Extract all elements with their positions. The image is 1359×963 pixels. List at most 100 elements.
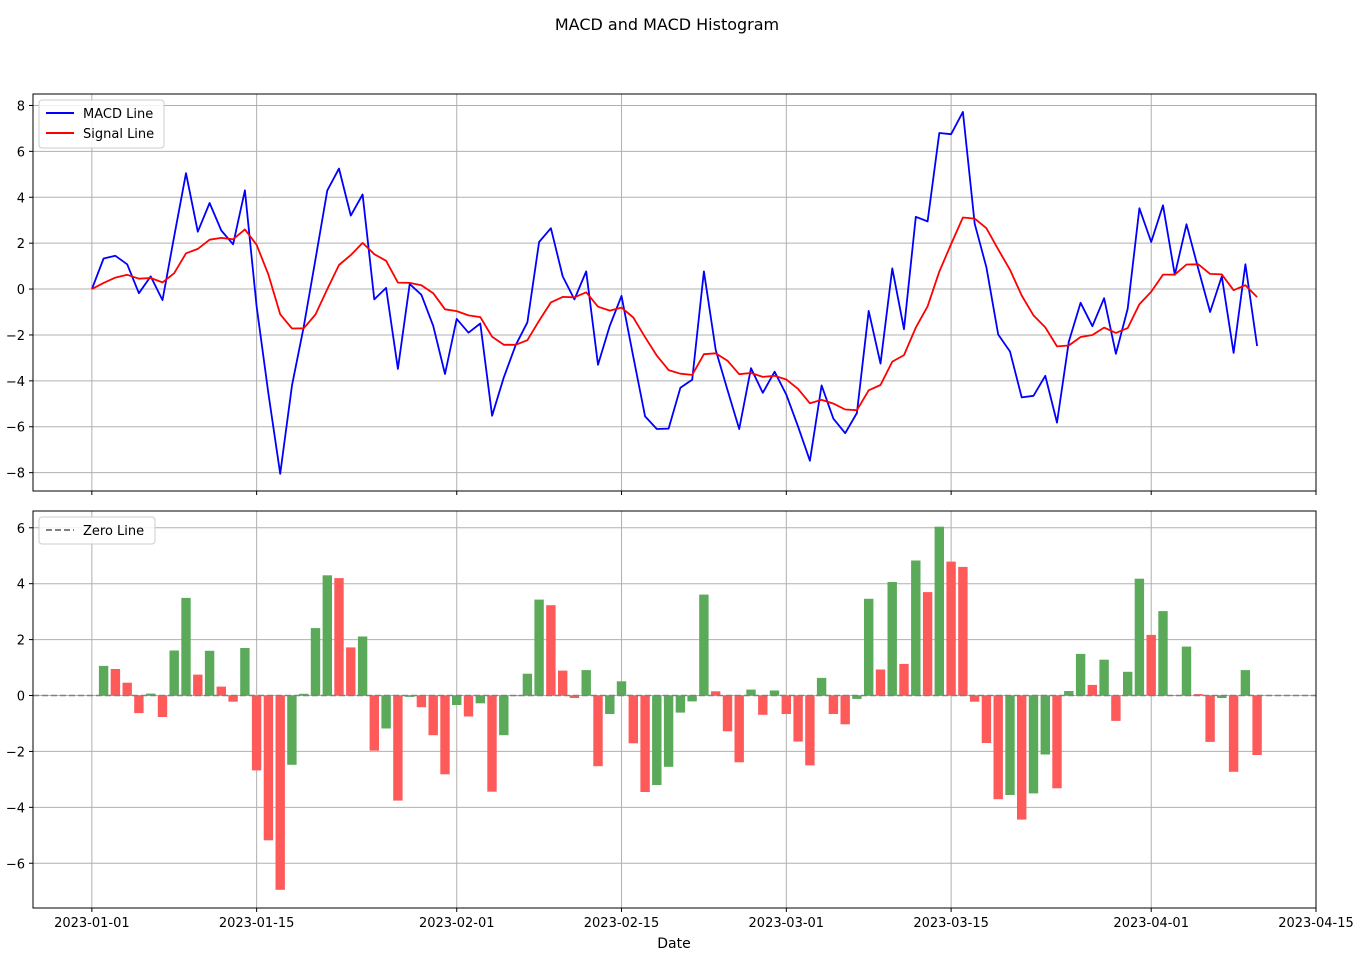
histogram-bar <box>1240 670 1251 696</box>
histogram-ticks: −6 −4 −2 0 2 4 6 2023-01-01 2023-01-15 2023-02-01… <box>6 522 1354 931</box>
y-tick-label: 8 <box>17 99 25 114</box>
signal-line-series <box>91 216 1258 412</box>
y-tick-label: −6 <box>6 421 25 436</box>
y-tick-label: 0 <box>17 283 25 298</box>
histogram-bar <box>1052 695 1062 789</box>
histogram-bar <box>593 695 603 767</box>
y-tick-label: 6 <box>17 522 25 537</box>
x-tick-label: 2023-03-15 <box>913 916 989 931</box>
histogram-bar <box>369 695 379 751</box>
histogram-bar <box>393 695 403 801</box>
histogram-bar <box>1228 695 1239 772</box>
histogram-bar <box>1040 695 1050 755</box>
histogram-bar <box>1005 695 1015 795</box>
y-tick-label: 0 <box>17 690 25 705</box>
histogram-bar <box>605 695 615 714</box>
histogram-bar <box>428 695 438 736</box>
histogram-bar <box>216 686 226 696</box>
histogram-bar <box>522 673 533 696</box>
histogram-bar <box>169 650 179 696</box>
histogram-bar <box>534 599 544 696</box>
histogram-bar <box>416 695 427 708</box>
histogram-bar <box>969 695 980 702</box>
histogram-bar <box>193 674 203 696</box>
histogram-legend: Zero Line <box>38 516 156 545</box>
y-tick-label: −4 <box>6 375 25 390</box>
histogram-bar <box>675 695 686 713</box>
histogram-bar <box>1205 695 1215 742</box>
macd-grid <box>33 94 1317 491</box>
x-tick-label: 2023-01-01 <box>54 916 130 931</box>
histogram-bar <box>299 693 309 696</box>
histogram-bar <box>934 526 944 696</box>
histogram-bar <box>1075 653 1086 696</box>
y-tick-label: 4 <box>17 578 25 593</box>
histogram-bar <box>322 575 332 696</box>
x-tick-label: 2023-02-01 <box>419 916 495 931</box>
histogram-bar <box>1017 695 1027 820</box>
histogram-plot-area <box>98 526 1262 890</box>
histogram-bar <box>134 695 144 714</box>
y-tick-label: 6 <box>17 145 25 160</box>
histogram-bar <box>334 578 344 696</box>
y-tick-label: −4 <box>6 801 25 816</box>
y-tick-label: 4 <box>17 191 25 206</box>
histogram-bar <box>204 650 215 696</box>
histogram-bar <box>922 592 933 696</box>
histogram-bar <box>381 695 391 729</box>
y-tick-label: 2 <box>17 634 25 649</box>
histogram-bar <box>475 695 485 704</box>
histogram-bar <box>758 695 768 715</box>
chart-title: MACD and MACD Histogram <box>555 15 779 34</box>
macd-axes-frame <box>32 93 1317 492</box>
histogram-bar <box>1158 611 1168 696</box>
histogram-bar <box>275 695 285 890</box>
histogram-bar <box>981 695 992 743</box>
histogram-bar <box>240 648 250 696</box>
histogram-bar <box>1134 578 1145 696</box>
histogram-bar <box>628 695 638 744</box>
x-tick-label: 2023-04-15 <box>1278 916 1354 931</box>
macd-line-series <box>91 111 1258 475</box>
legend-label: Zero Line <box>83 524 144 539</box>
histogram-bar <box>640 695 650 792</box>
y-tick-label: −8 <box>6 467 25 482</box>
histogram-bar <box>946 561 956 696</box>
histogram-bar <box>899 663 909 696</box>
histogram-bar <box>405 695 415 697</box>
histogram-bar <box>181 597 191 696</box>
y-tick-label: −2 <box>6 745 25 760</box>
histogram-bar <box>699 594 709 696</box>
histogram-bar <box>840 695 850 725</box>
histogram-bar <box>722 695 733 732</box>
histogram-bar <box>110 669 121 696</box>
histogram-bar <box>911 560 921 696</box>
histogram-bar <box>251 695 262 771</box>
histogram-bar <box>828 695 839 714</box>
histogram-bar <box>1064 691 1074 696</box>
histogram-bar <box>852 695 862 699</box>
x-tick-label: 2023-03-01 <box>749 916 825 931</box>
histogram-bar <box>887 582 897 696</box>
y-tick-label: −6 <box>6 857 25 872</box>
histogram-axes: −6 −4 −2 0 2 4 6 2023-01-01 2023-01-15 2023-02-01… <box>6 510 1354 931</box>
histogram-bar <box>98 665 109 696</box>
histogram-bar <box>463 695 474 717</box>
legend-box <box>38 516 156 545</box>
legend-label: MACD Line <box>83 107 153 122</box>
histogram-bar <box>1123 671 1133 696</box>
histogram-bar <box>1028 695 1039 794</box>
histogram-bar <box>1087 684 1097 696</box>
histogram-bar <box>487 695 497 792</box>
histogram-bar <box>816 677 827 696</box>
histogram-axes-frame <box>32 510 1317 909</box>
histogram-bar <box>558 670 568 696</box>
macd-axes: −8 −6 −4 −2 0 2 4 6 8 MACD Line Signal Line <box>6 93 1317 495</box>
x-tick-label: 2023-02-15 <box>584 916 660 931</box>
histogram-bar <box>663 695 674 767</box>
macd-ticks: −8 −6 −4 −2 0 2 4 6 8 <box>6 99 1317 495</box>
histogram-bar <box>864 598 874 696</box>
histogram-bar <box>805 695 815 766</box>
y-tick-label: −2 <box>6 329 25 344</box>
